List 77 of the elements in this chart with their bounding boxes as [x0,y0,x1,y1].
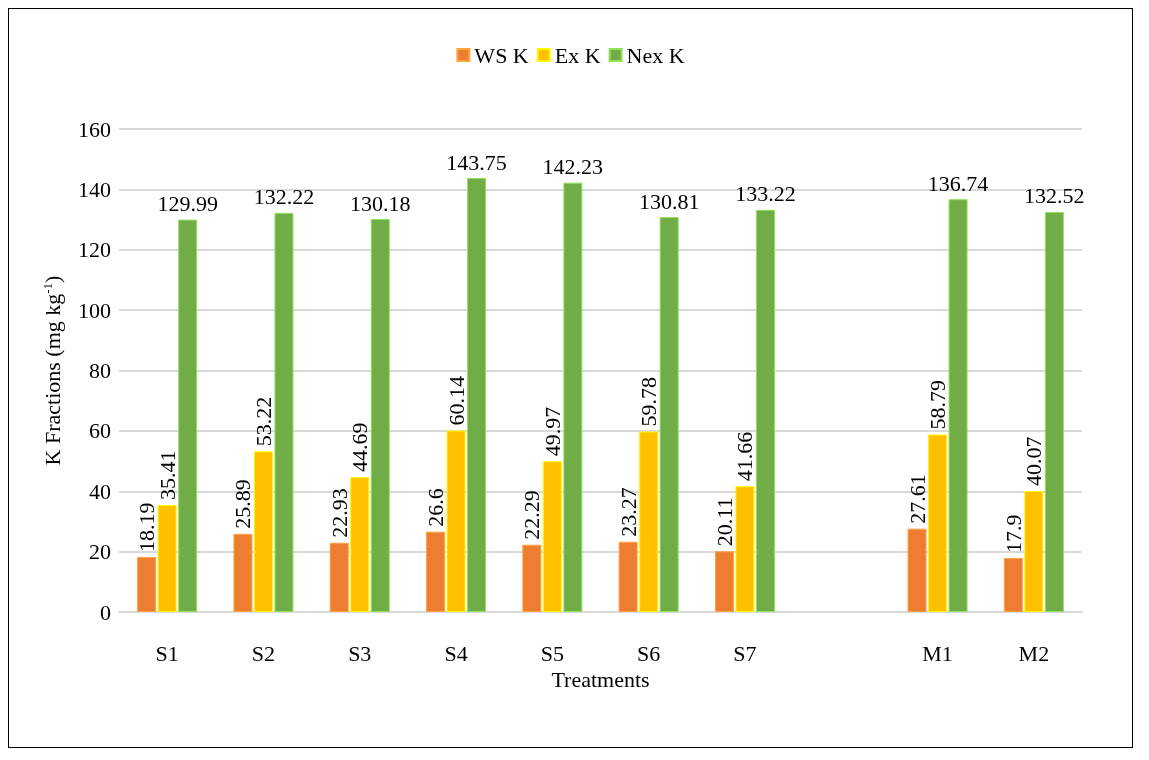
bar [659,217,679,612]
data-label: 20.11 [711,497,737,547]
x-tick-label: S7 [733,640,757,666]
bar [714,551,734,612]
bar [446,430,466,612]
data-label: 130.18 [350,190,411,216]
x-tick-label: S6 [637,640,661,666]
bar [948,199,968,612]
data-label: 132.22 [253,184,315,210]
data-label: 60.14 [443,375,469,426]
bar [563,182,583,612]
bar [370,219,390,612]
y-tick-label: 140 [78,176,111,202]
bar [1024,491,1044,612]
x-tick-label: S4 [444,640,468,666]
x-tick-label: M1 [922,640,953,666]
bar [542,461,562,612]
data-label: 23.27 [615,487,641,537]
bar [735,486,755,612]
x-tick-label: S1 [155,640,179,666]
y-tick-label: 100 [78,297,111,323]
data-label: 143.75 [446,149,507,175]
data-label: 49.97 [539,406,565,457]
x-tick-label: S5 [540,640,564,666]
bar [522,544,542,612]
y-tick-label: 40 [89,478,111,504]
legend-label: Nex K [626,42,685,68]
bar [907,528,927,612]
bar [178,219,198,612]
data-label: 133.22 [735,181,796,207]
y-tick-label: 0 [100,599,111,625]
x-tick-label: S2 [251,640,276,666]
legend-label: Ex K [554,42,601,68]
data-label: 129.99 [157,191,218,217]
bar [618,541,638,612]
data-label: 22.93 [326,488,352,538]
bar [1044,211,1064,612]
bar [137,557,157,612]
y-axis-title: K Fractions (mg kg-1) [40,275,65,466]
data-label: 26.6 [423,488,449,527]
bar [157,505,177,612]
bar [233,533,253,612]
data-label: 142.23 [542,154,604,180]
y-tick-label: 20 [89,539,111,565]
data-label: 18.19 [134,502,160,553]
bar [1003,557,1023,612]
y-tick-label: 120 [78,237,111,263]
y-tick-label: 160 [78,116,111,142]
bar [467,178,487,612]
data-label: 40.07 [1021,436,1047,487]
data-label: 44.69 [347,422,373,473]
x-tick-label: S3 [348,640,372,666]
legend-label: WS K [474,42,529,68]
data-label: 53.22 [250,396,276,447]
bar [329,542,349,612]
bar [755,209,775,612]
y-tick-label: 60 [89,418,111,444]
bar [274,212,294,612]
x-tick-label: M2 [1018,640,1050,666]
data-label: 59.78 [636,377,662,427]
bar [350,477,370,612]
data-label: 35.41 [154,450,180,501]
data-label: 136.74 [927,170,989,196]
data-label: 22.29 [519,490,545,540]
bar [426,531,446,612]
data-label: 41.66 [732,431,758,482]
bar [253,451,273,612]
bar [639,431,659,612]
bar [928,434,948,612]
data-label: 132.52 [1024,183,1085,209]
y-tick-label: 80 [89,358,111,383]
data-label: 25.89 [230,479,256,529]
data-label: 27.61 [904,474,930,524]
data-label: 58.79 [925,380,951,430]
x-axis-title: Treatments [551,667,650,693]
data-label: 17.9 [1000,514,1026,553]
data-label: 130.81 [638,188,700,214]
